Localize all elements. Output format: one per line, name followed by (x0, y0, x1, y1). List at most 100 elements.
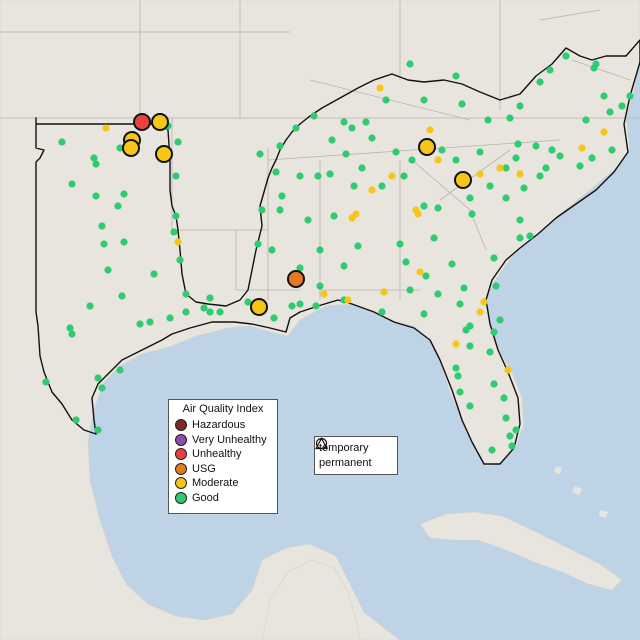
good-monitor[interactable] (244, 298, 252, 306)
moderate-monitor[interactable] (416, 268, 424, 276)
good-monitor[interactable] (468, 210, 476, 218)
good-monitor[interactable] (270, 314, 278, 322)
good-monitor[interactable] (454, 372, 462, 380)
good-monitor[interactable] (172, 172, 180, 180)
good-monitor[interactable] (542, 164, 550, 172)
good-monitor[interactable] (120, 190, 128, 198)
good-monitor[interactable] (66, 324, 74, 332)
good-monitor[interactable] (456, 300, 464, 308)
moderate-monitor[interactable] (174, 238, 182, 246)
good-monitor[interactable] (354, 242, 362, 250)
good-monitor[interactable] (116, 366, 124, 374)
good-monitor[interactable] (304, 216, 312, 224)
good-monitor[interactable] (100, 240, 108, 248)
good-monitor[interactable] (114, 202, 122, 210)
good-monitor[interactable] (342, 150, 350, 158)
good-monitor[interactable] (68, 330, 76, 338)
unhealthy-monitor[interactable] (133, 113, 151, 131)
moderate-monitor[interactable] (388, 172, 396, 180)
good-monitor[interactable] (588, 154, 596, 162)
moderate-monitor[interactable] (151, 113, 169, 131)
good-monitor[interactable] (272, 168, 280, 176)
good-monitor[interactable] (400, 172, 408, 180)
good-monitor[interactable] (496, 316, 504, 324)
good-monitor[interactable] (438, 146, 446, 154)
moderate-monitor[interactable] (496, 164, 504, 172)
good-monitor[interactable] (182, 290, 190, 298)
good-monitor[interactable] (68, 180, 76, 188)
good-monitor[interactable] (456, 388, 464, 396)
good-monitor[interactable] (350, 182, 358, 190)
good-monitor[interactable] (312, 302, 320, 310)
good-monitor[interactable] (462, 326, 470, 334)
good-monitor[interactable] (406, 286, 414, 294)
good-monitor[interactable] (576, 162, 584, 170)
good-monitor[interactable] (348, 124, 356, 132)
good-monitor[interactable] (592, 60, 600, 68)
good-monitor[interactable] (150, 270, 158, 278)
good-monitor[interactable] (98, 384, 106, 392)
moderate-monitor[interactable] (250, 298, 268, 316)
good-monitor[interactable] (98, 222, 106, 230)
good-monitor[interactable] (408, 156, 416, 164)
good-monitor[interactable] (362, 118, 370, 126)
good-monitor[interactable] (94, 374, 102, 382)
good-monitor[interactable] (532, 142, 540, 150)
good-monitor[interactable] (340, 262, 348, 270)
good-monitor[interactable] (166, 314, 174, 322)
good-monitor[interactable] (516, 102, 524, 110)
good-monitor[interactable] (328, 136, 336, 144)
good-monitor[interactable] (94, 426, 102, 434)
good-monitor[interactable] (176, 256, 184, 264)
good-monitor[interactable] (378, 182, 386, 190)
good-monitor[interactable] (606, 108, 614, 116)
good-monitor[interactable] (448, 260, 456, 268)
good-monitor[interactable] (618, 102, 626, 110)
good-monitor[interactable] (268, 246, 276, 254)
good-monitor[interactable] (72, 416, 80, 424)
good-monitor[interactable] (452, 364, 460, 372)
good-monitor[interactable] (536, 172, 544, 180)
good-monitor[interactable] (512, 426, 520, 434)
good-monitor[interactable] (310, 112, 318, 120)
moderate-monitor[interactable] (454, 171, 472, 189)
good-monitor[interactable] (512, 154, 520, 162)
good-monitor[interactable] (172, 212, 180, 220)
good-monitor[interactable] (276, 206, 284, 214)
good-monitor[interactable] (104, 266, 112, 274)
good-monitor[interactable] (488, 446, 496, 454)
good-monitor[interactable] (490, 328, 498, 336)
good-monitor[interactable] (556, 152, 564, 160)
good-monitor[interactable] (506, 432, 514, 440)
good-monitor[interactable] (502, 194, 510, 202)
good-monitor[interactable] (316, 246, 324, 254)
good-monitor[interactable] (316, 282, 324, 290)
good-monitor[interactable] (514, 140, 522, 148)
good-monitor[interactable] (42, 378, 50, 386)
good-monitor[interactable] (358, 164, 366, 172)
good-monitor[interactable] (206, 294, 214, 302)
good-monitor[interactable] (288, 302, 296, 310)
good-monitor[interactable] (174, 138, 182, 146)
good-monitor[interactable] (382, 96, 390, 104)
good-monitor[interactable] (486, 182, 494, 190)
moderate-monitor[interactable] (122, 139, 140, 157)
good-monitor[interactable] (278, 192, 286, 200)
good-monitor[interactable] (546, 66, 554, 74)
good-monitor[interactable] (520, 184, 528, 192)
moderate-monitor[interactable] (476, 170, 484, 178)
good-monitor[interactable] (466, 402, 474, 410)
good-monitor[interactable] (402, 258, 410, 266)
good-monitor[interactable] (92, 192, 100, 200)
good-monitor[interactable] (216, 308, 224, 316)
good-monitor[interactable] (502, 164, 510, 172)
moderate-monitor[interactable] (376, 84, 384, 92)
good-monitor[interactable] (460, 284, 468, 292)
good-monitor[interactable] (516, 234, 524, 242)
moderate-monitor[interactable] (344, 296, 352, 304)
good-monitor[interactable] (254, 240, 262, 248)
good-monitor[interactable] (340, 118, 348, 126)
good-monitor[interactable] (626, 92, 634, 100)
moderate-monitor[interactable] (348, 214, 356, 222)
